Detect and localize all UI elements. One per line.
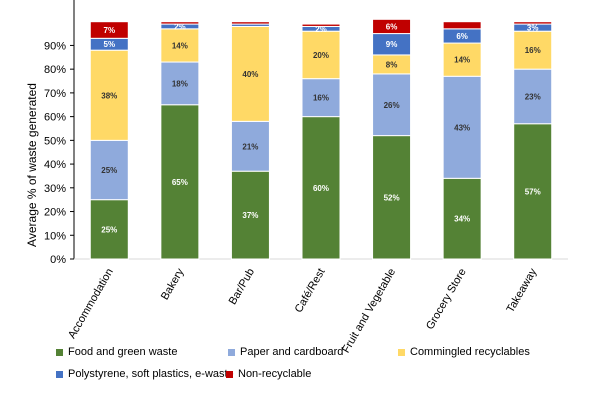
x-tick-label: Fruit and Vegetable	[340, 267, 398, 356]
y-tick-label: 0%	[50, 254, 66, 266]
bar-segment-non-recyclable	[160, 21, 200, 25]
data-label: 23%	[525, 92, 541, 101]
x-tick-label: Accommodation	[66, 267, 116, 341]
data-label: 5%	[104, 40, 116, 49]
bar-segment-paper-and-cardboard	[442, 75, 482, 179]
bar-segment-non-recyclable	[230, 21, 270, 25]
y-tick-label: 30%	[44, 183, 66, 195]
data-label: 14%	[172, 41, 188, 50]
x-tick-label: Café/Rest	[293, 267, 328, 315]
y-tick-label: 80%	[44, 64, 66, 76]
data-label: 65%	[172, 178, 188, 187]
bar-segment-commingled-recyclables	[513, 30, 553, 70]
data-label: 60%	[313, 184, 329, 193]
data-label: 14%	[454, 56, 470, 65]
data-label: 38%	[101, 91, 117, 100]
data-label: 6%	[456, 32, 468, 41]
data-label: 18%	[172, 79, 188, 88]
bar-segment-commingled-recyclables	[230, 25, 270, 122]
x-tick-label: Grocery Store	[424, 266, 469, 331]
y-tick-label: 40%	[44, 159, 66, 171]
bar-segment-paper-and-cardboard	[372, 73, 412, 137]
data-label: 16%	[313, 94, 329, 103]
data-label: 3%	[527, 24, 539, 33]
bar-segment-non-recyclable	[372, 18, 412, 35]
bar-segment-food-and-green-waste	[301, 116, 341, 260]
data-label: 21%	[242, 142, 258, 151]
bar-segment-non-recyclable	[442, 21, 482, 30]
y-tick-label: 60%	[44, 112, 66, 124]
bar-segment-commingled-recyclables	[160, 28, 200, 63]
y-tick-label: 10%	[44, 230, 66, 242]
y-axis-title: Average % of waste generated	[25, 83, 39, 247]
bar-segment-paper-and-cardboard	[513, 68, 553, 125]
bar-segment-food-and-green-waste	[230, 170, 270, 260]
bar-segment-commingled-recyclables	[301, 30, 341, 80]
y-tick-label: 20%	[44, 207, 66, 219]
plot-area: 0% 10% 20% 30% 40% 50% 60% 70% 80% 90% 25% 25% 38% 5%…	[44, 0, 568, 355]
data-label: 26%	[384, 101, 400, 110]
data-label: 52%	[384, 193, 400, 202]
data-label: 6%	[386, 22, 398, 31]
data-label: 16%	[525, 46, 541, 55]
data-label: 43%	[454, 123, 470, 132]
x-tick-label: Bakery	[159, 266, 187, 302]
y-tick-label: 50%	[44, 135, 66, 147]
data-label: 9%	[386, 40, 398, 49]
bar-segment-food-and-green-waste	[442, 177, 482, 260]
bar-segment-paper-and-cardboard	[301, 78, 341, 118]
bar-segment-food-and-green-waste	[372, 135, 412, 260]
data-label: 34%	[454, 215, 470, 224]
data-label: 20%	[313, 51, 329, 60]
bar-segment-food-and-green-waste	[513, 123, 553, 260]
data-label: 2%	[315, 25, 327, 34]
data-label: 8%	[386, 60, 398, 69]
data-label: 40%	[242, 70, 258, 79]
bar-segment-paper-and-cardboard	[230, 120, 270, 172]
data-label: 25%	[101, 166, 117, 175]
data-label: 2%	[174, 22, 186, 31]
data-label: 37%	[242, 211, 258, 220]
bar-segment-food-and-green-waste	[89, 199, 129, 260]
x-tick-label: Takeaway	[504, 266, 539, 315]
bar-segment-non-recyclable	[301, 23, 341, 27]
bar-segment-non-recyclable	[513, 21, 553, 25]
y-tick-label: 70%	[44, 88, 66, 100]
x-tick-label: Bar/Pub	[227, 267, 257, 307]
bar-segment-non-recyclable	[89, 21, 129, 39]
data-label: 7%	[104, 26, 116, 35]
data-label: 57%	[525, 187, 541, 196]
data-label: 25%	[101, 225, 117, 234]
y-tick-label: 90%	[44, 40, 66, 52]
